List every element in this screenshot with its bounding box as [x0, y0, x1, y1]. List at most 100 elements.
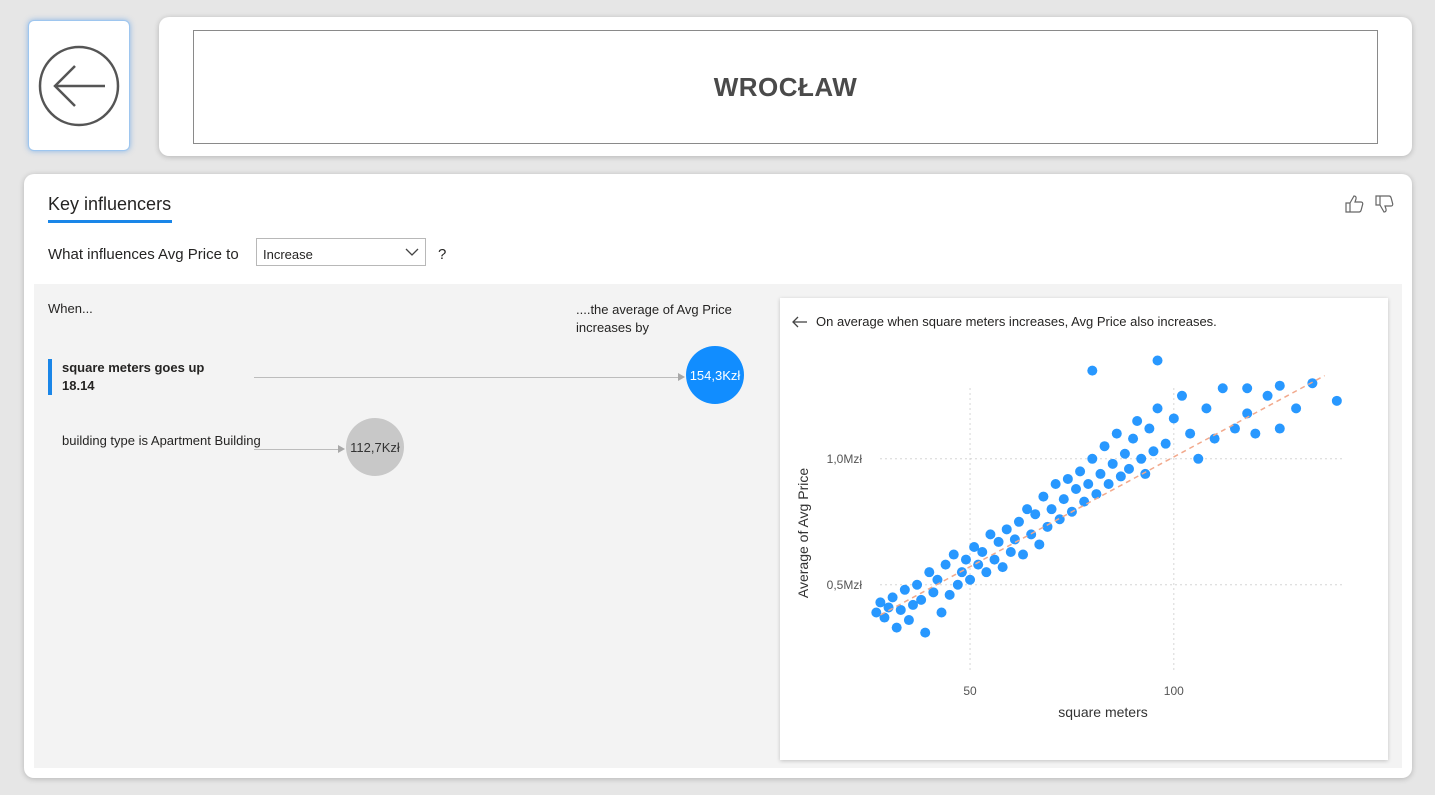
scatter-point — [989, 554, 1000, 565]
scatter-point — [1071, 484, 1082, 495]
chevron-down-icon — [405, 248, 419, 256]
scatter-point — [965, 574, 976, 585]
scatter-point — [1054, 514, 1065, 525]
scatter-point — [1099, 441, 1110, 452]
scatter-point — [956, 567, 967, 578]
scatter-point — [875, 597, 886, 608]
scatter-point — [1168, 413, 1179, 424]
thumbs-up-icon[interactable] — [1344, 194, 1366, 214]
scatter-point — [895, 604, 906, 615]
question-label: What influences Avg Price to — [48, 246, 239, 263]
scatter-point — [1123, 463, 1134, 474]
influencer-value-label: 18.14 — [62, 378, 95, 393]
connector-arrowhead — [338, 445, 345, 453]
scatter-point — [1136, 453, 1147, 464]
connector-arrowhead — [678, 373, 685, 381]
scatter-point — [1058, 494, 1069, 505]
scatter-chart: 0,5Mzł 1,0Mzł 50 100 square meters Average of… — [795, 355, 1345, 720]
scatter-point — [1176, 390, 1187, 401]
scatter-point — [1152, 355, 1163, 366]
scatter-point — [1075, 466, 1086, 477]
scatter-point — [1030, 509, 1041, 520]
y-tick-label: 1,0Mzł — [827, 452, 863, 466]
scatter-point — [1201, 403, 1212, 414]
scatter-point — [1038, 491, 1049, 502]
scatter-point — [1152, 403, 1163, 414]
scatter-point — [879, 612, 890, 623]
scatter-point — [1111, 428, 1122, 439]
y-tick-label: 0,5Mzł — [827, 578, 863, 592]
influencers-panel: When... ....the average of Avg Price inc… — [34, 284, 1402, 768]
scatter-point — [916, 594, 927, 605]
title-frame: WROCŁAW — [193, 30, 1378, 144]
scatter-point — [1160, 438, 1171, 449]
back-button[interactable] — [28, 20, 130, 151]
title-card: WROCŁAW — [159, 17, 1412, 156]
scatter-point — [977, 547, 988, 558]
scatter-point — [1079, 496, 1090, 507]
influencer-connector — [254, 377, 680, 378]
scatter-point — [871, 607, 882, 618]
scatter-detail-card: On average when square meters increases,… — [780, 298, 1388, 760]
scatter-point — [993, 536, 1004, 547]
scatter-point — [1128, 433, 1139, 444]
scatter-point — [1050, 478, 1061, 489]
scatter-point — [924, 567, 935, 578]
scatter-point — [1250, 428, 1261, 439]
x-tick-label: 50 — [963, 684, 977, 698]
thumbs-down-icon[interactable] — [1374, 194, 1396, 214]
scatter-point — [932, 574, 943, 585]
scatter-point — [1132, 415, 1143, 426]
scatter-point — [1242, 383, 1253, 394]
direction-dropdown[interactable]: Increase — [256, 238, 426, 266]
influencer-bubble[interactable]: 154,3Kzł — [686, 346, 744, 404]
scatter-point — [981, 567, 992, 578]
scatter-point — [1307, 378, 1318, 389]
scatter-point — [952, 579, 963, 590]
scatter-point — [1209, 433, 1220, 444]
key-influencers-visual: Key influencers What influences Avg Pric… — [24, 174, 1412, 778]
influencer-bubble[interactable]: 112,7Kzł — [346, 418, 404, 476]
average-increase-label: ....the average of Avg Price increases b… — [576, 302, 732, 335]
scatter-point — [1291, 403, 1302, 414]
scatter-point — [891, 622, 902, 633]
influencer-connector — [254, 449, 340, 450]
when-label: When... — [48, 301, 93, 316]
influencer-square-meters[interactable]: square meters goes up 18.14 — [48, 359, 204, 395]
scatter-point — [1119, 448, 1130, 459]
key-influencers-tab[interactable]: Key influencers — [48, 194, 172, 214]
scatter-point — [944, 589, 955, 600]
scatter-point — [1001, 524, 1012, 535]
scatter-point — [1148, 446, 1159, 457]
scatter-point — [1262, 390, 1273, 401]
scatter-point — [1185, 428, 1196, 439]
detail-message: On average when square meters increases,… — [816, 314, 1217, 329]
scatter-point — [1217, 383, 1228, 394]
scatter-point — [1083, 478, 1094, 489]
scatter-point — [1144, 423, 1155, 434]
scatter-point — [1193, 453, 1204, 464]
scatter-point — [1046, 504, 1057, 515]
scatter-point — [1140, 468, 1151, 479]
scatter-point — [907, 599, 918, 610]
scatter-point — [1018, 549, 1029, 560]
influencer-building-type[interactable]: building type is Apartment Building — [62, 432, 262, 450]
scatter-point — [1087, 365, 1098, 376]
scatter-point — [1107, 458, 1118, 469]
scatter-point — [948, 549, 959, 560]
scatter-point — [973, 559, 984, 570]
tab-underline — [48, 220, 172, 223]
scatter-point — [940, 559, 951, 570]
scatter-point — [1274, 423, 1285, 434]
scatter-point — [899, 584, 910, 595]
scatter-point — [1095, 468, 1106, 479]
scatter-point — [936, 607, 947, 618]
scatter-point — [969, 541, 980, 552]
back-arrow-icon[interactable] — [792, 316, 808, 328]
page-title: WROCŁAW — [713, 71, 858, 102]
scatter-point — [1062, 473, 1073, 484]
scatter-point — [928, 587, 939, 598]
scatter-point — [1115, 471, 1126, 482]
scatter-point — [1274, 380, 1285, 391]
influencer-label: square meters goes up — [62, 360, 205, 375]
